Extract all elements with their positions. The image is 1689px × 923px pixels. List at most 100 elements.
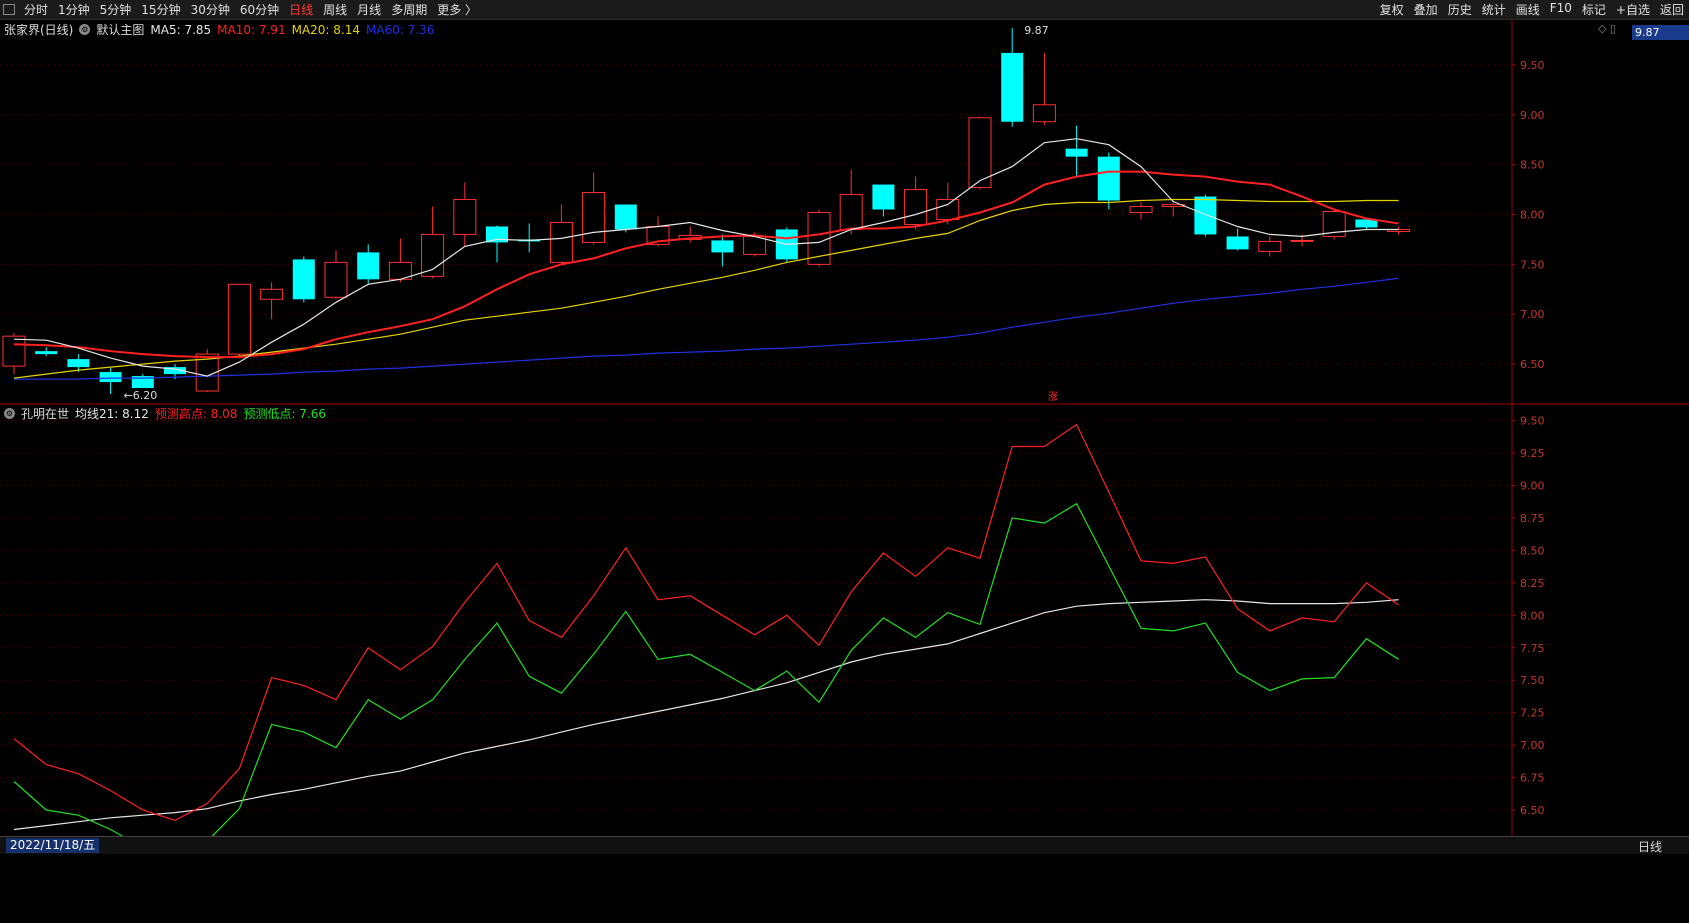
ma-legend-3: MA60: 7.36 [366, 22, 435, 37]
cursor-date-label: 2022/11/18/五 [6, 838, 100, 853]
candle-body [839, 194, 863, 230]
indicator-legend: ⚙ 孔明在世 均线21: 8.12 预测高点: 8.08 预测低点: 7.66 [4, 405, 326, 422]
candle-body [1258, 240, 1282, 252]
candle-body [711, 240, 734, 253]
ma60-line [14, 277, 1399, 380]
candle-body [614, 204, 637, 230]
indicator-low-line [13, 502, 1399, 854]
candle-body [2, 335, 26, 367]
price-tick-label: 9.00 [1520, 109, 1545, 122]
candle-body [1065, 148, 1088, 157]
indicator-tick-label: 7.75 [1520, 642, 1545, 655]
tool-button-0[interactable]: 复权 [1379, 3, 1404, 17]
candle-body [1355, 219, 1378, 228]
candle-body [453, 199, 477, 235]
tool-button-5[interactable]: F10 [1549, 1, 1572, 15]
indicator-tick-label: 9.50 [1520, 415, 1545, 428]
candle-body [421, 233, 445, 277]
candle-body [1129, 206, 1153, 213]
indicator-tick-label: 9.25 [1520, 447, 1545, 460]
tool-button-2[interactable]: 历史 [1447, 3, 1472, 17]
ma-legend-1: MA10: 7.91 [217, 22, 286, 37]
indicator-tick-label: 6.75 [1520, 772, 1545, 785]
ma10-line [13, 170, 1399, 359]
indicator-name[interactable]: 孔明在世 [21, 407, 70, 421]
candle-body [1194, 196, 1217, 235]
indicator-tick-label: 8.50 [1520, 544, 1545, 557]
indicator-tick-label: 6.50 [1520, 804, 1545, 817]
panel-corner-icons[interactable]: ◇ ▯ [1598, 22, 1617, 35]
candle-body [99, 372, 122, 383]
period-tab-6[interactable]: 日线 [289, 3, 314, 17]
period-tab-8[interactable]: 月线 [357, 3, 382, 17]
indicator-tick-label: 8.00 [1520, 609, 1545, 622]
event-marker: 涨 [1048, 391, 1058, 403]
price-tick-label: 7.50 [1520, 258, 1545, 271]
price-legend: 张家界(日线) ⚙ 默认主图 MA5: 7.85 MA10: 7.91 MA20: … [4, 21, 434, 38]
candle-body [743, 235, 767, 255]
low-price-label: ←6.20 [124, 389, 158, 402]
period-toolbar: 分时 1分钟 5分钟 15分钟 30分钟 60分钟 日线 周线 月线 多周期 更多 〉 复权 叠加 历史… [0, 0, 1689, 20]
indicator-ma21-line [13, 599, 1399, 831]
indicator-tick-label: 7.50 [1520, 674, 1545, 687]
candle-body [324, 261, 348, 298]
candle-body [1032, 104, 1056, 123]
candle-body [549, 221, 573, 263]
period-tab-2[interactable]: 5分钟 [99, 3, 132, 17]
indicator-settings-icon[interactable]: ⚙ [4, 408, 15, 419]
candle-body [35, 351, 58, 355]
template-label[interactable]: 默认主图 [96, 23, 145, 37]
candle-body [227, 283, 251, 355]
tool-button-7[interactable]: +自选 [1615, 3, 1650, 17]
candle-body [936, 199, 960, 220]
price-tick-label: 9.50 [1520, 59, 1545, 72]
indicator-legend-1: 预测高点: 8.08 [154, 407, 238, 421]
period-tab-7[interactable]: 周线 [323, 3, 348, 17]
stock-label[interactable]: 张家界(日线) [4, 23, 74, 37]
tool-button-6[interactable]: 标记 [1581, 3, 1606, 17]
candle-body [1097, 156, 1120, 201]
period-tab-10[interactable]: 更多 〉 [437, 3, 478, 17]
candle-body [292, 259, 315, 300]
indicator-tick-label: 8.25 [1520, 577, 1545, 590]
period-tab-1[interactable]: 1分钟 [58, 3, 90, 17]
candle-body [1226, 236, 1249, 250]
ma20-line [13, 198, 1399, 379]
period-tab-9[interactable]: 多周期 [391, 3, 428, 17]
candle-body [1322, 211, 1346, 237]
period-tab-5[interactable]: 60分钟 [239, 3, 280, 17]
ma-legend-2: MA20: 8.14 [291, 22, 361, 37]
time-axis-bar [0, 836, 1689, 854]
ma5-line [13, 138, 1399, 377]
candle-body [872, 184, 895, 210]
candle-body [164, 367, 186, 375]
period-tab-0[interactable]: 分时 [24, 3, 49, 17]
tool-button-3[interactable]: 统计 [1481, 3, 1506, 17]
price-tick-label: 8.00 [1520, 208, 1545, 221]
high-price-label: 9.87 [1024, 24, 1049, 37]
indicator-legend-2: 预测低点: 7.66 [243, 407, 327, 421]
settings-icon[interactable]: ⚙ [79, 24, 91, 35]
period-tab-4[interactable]: 30分钟 [190, 3, 230, 17]
current-price-tag: 9.87 [1632, 25, 1689, 40]
menu-icon[interactable] [3, 4, 15, 15]
indicator-tick-label: 7.00 [1520, 739, 1545, 752]
tool-button-8[interactable]: 返回 [1659, 3, 1684, 17]
candle-body [582, 192, 606, 243]
tool-button-4[interactable]: 画线 [1515, 3, 1540, 17]
indicator-tick-label: 9.00 [1520, 479, 1545, 492]
candle-body [486, 226, 508, 243]
indicator-high-line [13, 423, 1399, 822]
candle-body [357, 252, 380, 280]
candle-body [195, 353, 219, 392]
period-label[interactable]: 日线 [1638, 840, 1663, 854]
candle-body [1290, 239, 1314, 242]
candle-body [131, 376, 154, 389]
period-tab-3[interactable]: 15分钟 [141, 3, 181, 17]
price-tick-label: 6.50 [1520, 358, 1545, 371]
indicator-tick-label: 7.25 [1520, 707, 1545, 720]
candle-body [260, 288, 284, 300]
candle-body [1001, 52, 1024, 122]
tool-button-1[interactable]: 叠加 [1413, 3, 1438, 17]
